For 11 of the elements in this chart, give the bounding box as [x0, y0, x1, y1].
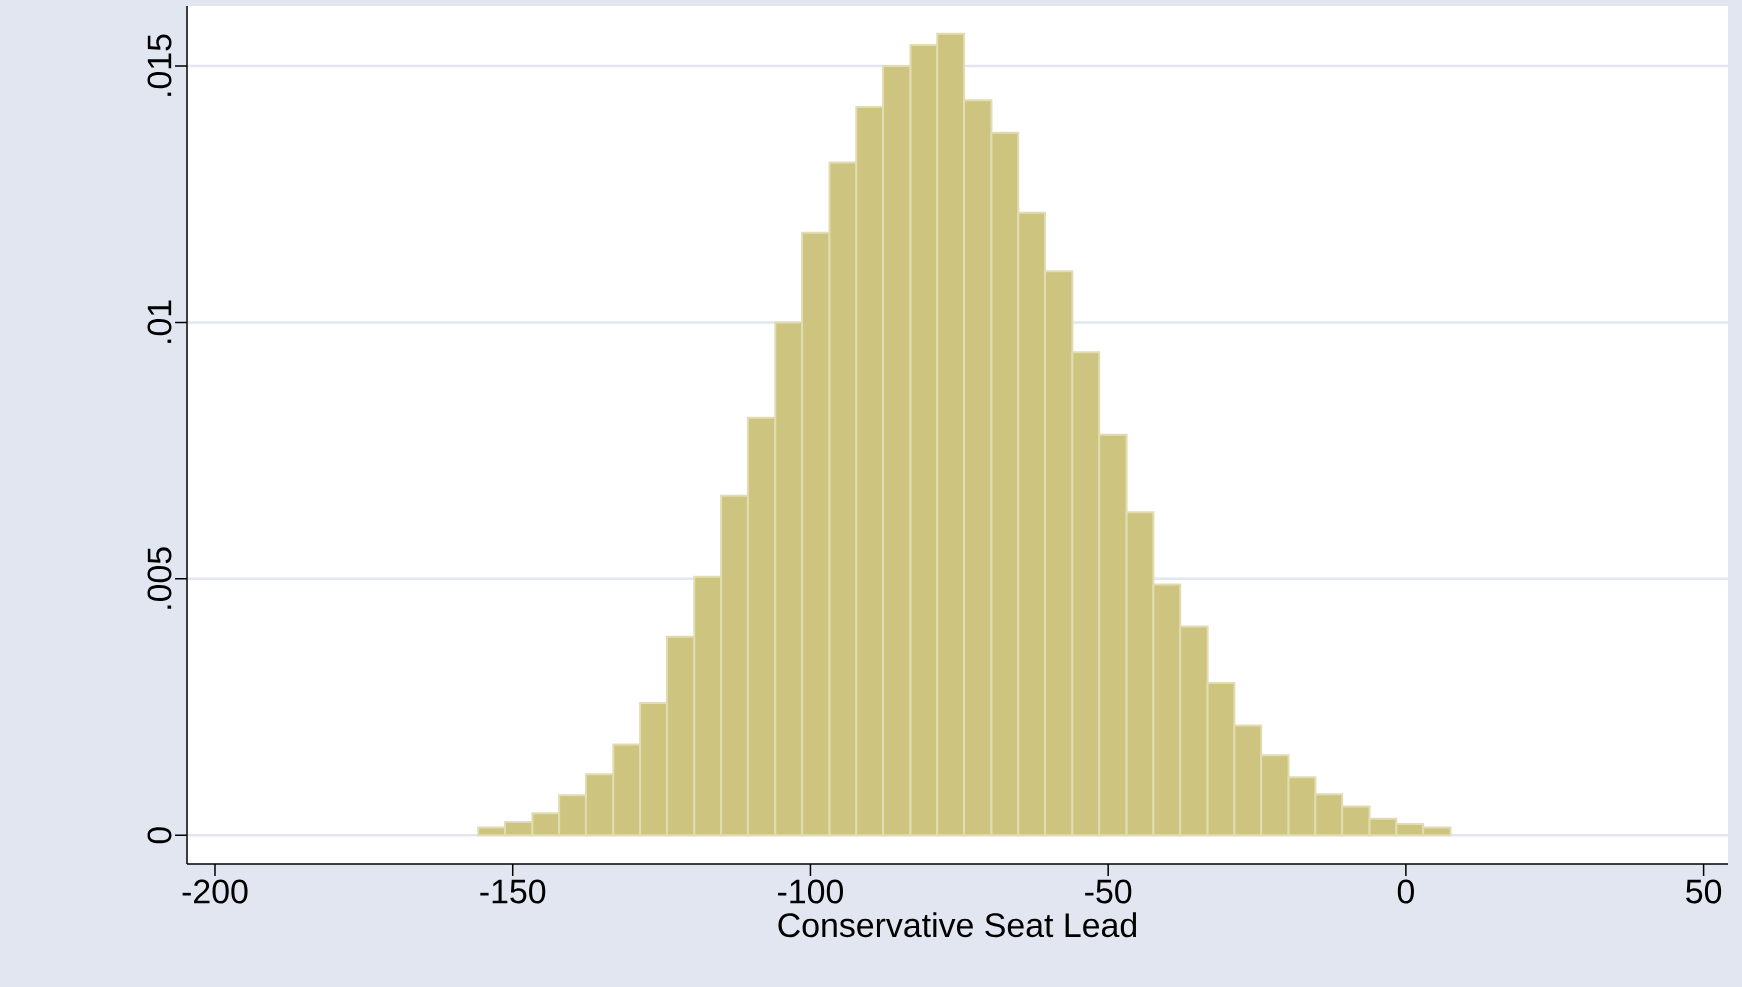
- x-tick-label: -150: [480, 879, 546, 904]
- y-tick-label: .005: [147, 547, 172, 609]
- x-tick-label: 50: [1686, 879, 1722, 904]
- y-tick-label: 0: [147, 827, 172, 844]
- x-tick-label: -200: [182, 879, 248, 904]
- x-tick-label: 0: [1397, 879, 1414, 904]
- y-tick-label: .01: [147, 300, 172, 343]
- x-axis-title: Conservative Seat Lead: [778, 912, 1137, 938]
- x-tick-label: -50: [1085, 879, 1132, 904]
- y-tick-label: .015: [147, 34, 172, 96]
- x-tick-label: -100: [778, 879, 843, 904]
